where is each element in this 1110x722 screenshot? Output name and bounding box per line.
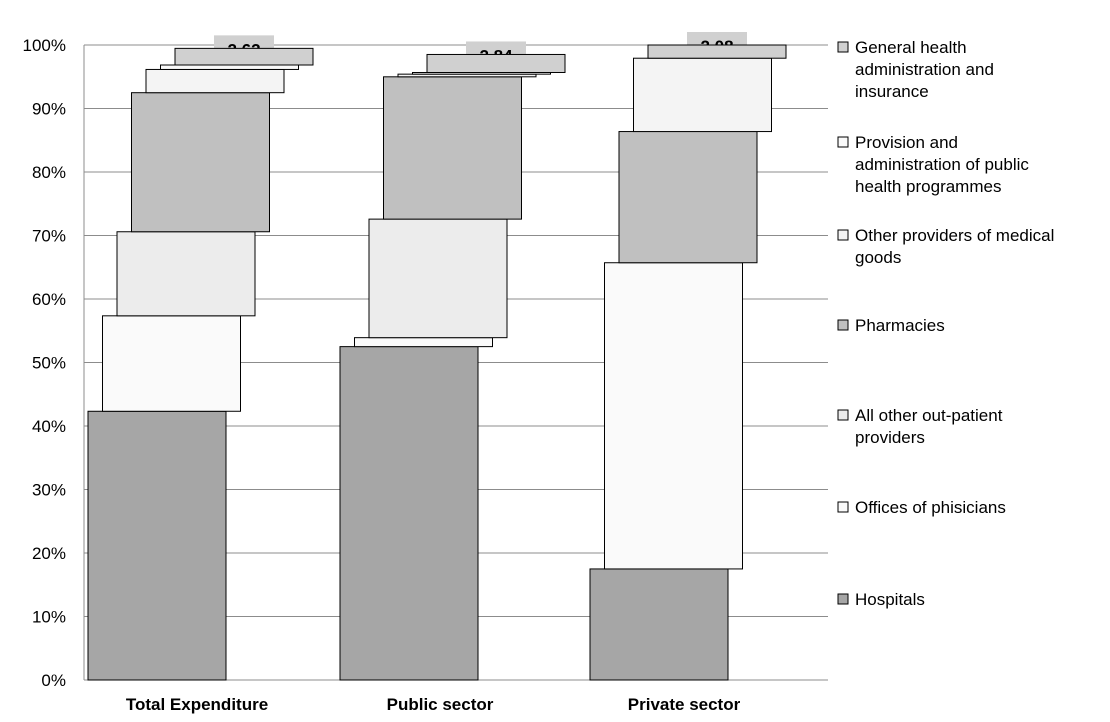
y-tick-label: 100% xyxy=(23,36,66,55)
legend-swatch xyxy=(837,409,849,421)
bar-segment xyxy=(131,92,270,233)
bar-segment xyxy=(383,76,522,220)
legend-label: General health xyxy=(855,38,967,57)
y-tick-label: 20% xyxy=(32,544,66,563)
legend-label: Offices of phisicians xyxy=(855,498,1006,517)
legend-label: Other providers of medical xyxy=(855,226,1054,245)
bar-segment xyxy=(160,64,299,70)
legend-label: providers xyxy=(855,428,925,447)
x-category-label: Total Expenditure xyxy=(126,695,268,714)
legend-swatch xyxy=(837,229,849,241)
legend-label: administration of public xyxy=(855,155,1029,174)
legend-label: Pharmacies xyxy=(855,316,945,335)
bar-segment xyxy=(354,337,493,348)
y-tick-label: 50% xyxy=(32,354,66,373)
bar-segment xyxy=(426,53,566,73)
bar-segment xyxy=(174,47,314,66)
bar-segment xyxy=(633,57,772,133)
bar-segment xyxy=(116,231,256,317)
y-tick-label: 70% xyxy=(32,227,66,246)
legend-label: insurance xyxy=(855,82,929,101)
bar-segment xyxy=(145,68,285,94)
y-tick-label: 40% xyxy=(32,417,66,436)
bar-segment xyxy=(604,262,743,570)
y-tick-label: 0% xyxy=(41,671,66,690)
legend-swatch xyxy=(837,319,849,331)
y-tick-label: 10% xyxy=(32,608,66,627)
bar-segments: 42.3215.0313.2421.903.662.6252.501.4118.… xyxy=(87,32,787,681)
legend-label: Hospitals xyxy=(855,590,925,609)
bar-segment xyxy=(589,568,729,681)
bar-segment xyxy=(339,346,479,681)
bar-segment xyxy=(102,315,241,412)
x-category-label: Private sector xyxy=(628,695,741,714)
y-tick-label: 30% xyxy=(32,481,66,500)
x-axis-category-labels: Total Expenditure Public sector Private se… xyxy=(126,695,741,714)
bar-segment xyxy=(647,44,787,59)
y-tick-label: 60% xyxy=(32,290,66,309)
y-axis-tick-labels: 0% 10% 20% 30% 40% 50% 60% 70% 80% 90% 100% xyxy=(23,36,66,690)
x-category-label: Public sector xyxy=(387,695,494,714)
legend-swatch xyxy=(837,41,849,53)
legend-swatch xyxy=(837,593,849,605)
legend-label: health programmes xyxy=(855,177,1001,196)
legend-label: Provision and xyxy=(855,133,958,152)
bar-segment xyxy=(87,410,227,681)
legend-swatch xyxy=(837,501,849,513)
y-tick-label: 90% xyxy=(32,100,66,119)
legend-label: goods xyxy=(855,248,901,267)
bar-segment xyxy=(618,131,758,264)
legend-label: All other out-patient xyxy=(855,406,1003,425)
legend-swatch xyxy=(837,136,849,148)
legend-label: administration and xyxy=(855,60,994,79)
bar-segment xyxy=(368,218,508,339)
legend: General health administration and insuranc… xyxy=(837,38,1054,609)
y-tick-label: 80% xyxy=(32,163,66,182)
